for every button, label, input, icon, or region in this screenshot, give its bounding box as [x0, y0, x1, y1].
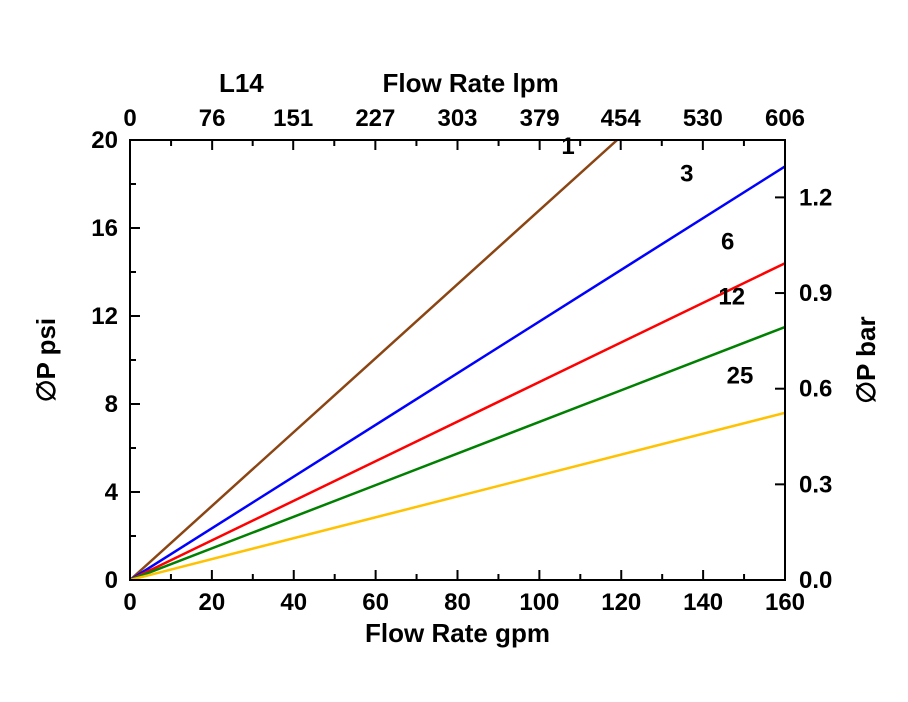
y-left-tick-label: 12	[91, 303, 118, 330]
x-bottom-tick-label: 120	[601, 589, 641, 616]
x-top-tick-label: 227	[355, 105, 395, 132]
y-left-tick-label: 0	[105, 567, 118, 594]
x-bottom-tick-label: 40	[280, 589, 307, 616]
y-right-tick-label: 0.6	[799, 376, 832, 403]
y-left-tick-label: 8	[105, 391, 118, 418]
y-left-title: ∅P psi	[31, 318, 61, 402]
y-right-tick-label: 1.2	[799, 184, 832, 211]
series-label-6: 6	[721, 228, 734, 255]
y-right-tick-label: 0.0	[799, 567, 832, 594]
x-top-tick-label: 303	[437, 105, 477, 132]
x-bottom-tick-label: 60	[362, 589, 389, 616]
x-top-tick-label: 0	[123, 105, 136, 132]
x-bottom-tick-label: 0	[123, 589, 136, 616]
x-top-tick-label: 454	[601, 105, 642, 132]
y-left-tick-label: 16	[91, 215, 118, 242]
x-top-title: Flow Rate lpm	[382, 68, 558, 98]
x-top-tick-label: 606	[765, 105, 805, 132]
x-bottom-tick-label: 140	[683, 589, 723, 616]
series-label-3: 3	[680, 160, 693, 187]
series-label-1: 1	[561, 133, 574, 160]
x-bottom-tick-label: 80	[444, 589, 471, 616]
x-bottom-tick-label: 100	[519, 589, 559, 616]
x-top-tick-label: 76	[199, 105, 226, 132]
model-label: L14	[219, 68, 264, 98]
y-left-tick-label: 20	[91, 127, 118, 154]
x-bottom-tick-label: 20	[199, 589, 226, 616]
series-label-12: 12	[718, 283, 745, 310]
x-bottom-title: Flow Rate gpm	[365, 618, 550, 648]
y-right-tick-label: 0.3	[799, 471, 832, 498]
x-top-tick-label: 530	[683, 105, 723, 132]
x-top-tick-label: 379	[520, 105, 560, 132]
series-label-25: 25	[727, 363, 754, 390]
y-right-tick-label: 0.9	[799, 280, 832, 307]
y-right-title: ∅P bar	[851, 316, 881, 403]
pressure-flow-chart: 020406080100120140160Flow Rate gpm076151…	[0, 0, 908, 702]
y-left-tick-label: 4	[105, 479, 119, 506]
x-top-tick-label: 151	[273, 105, 313, 132]
